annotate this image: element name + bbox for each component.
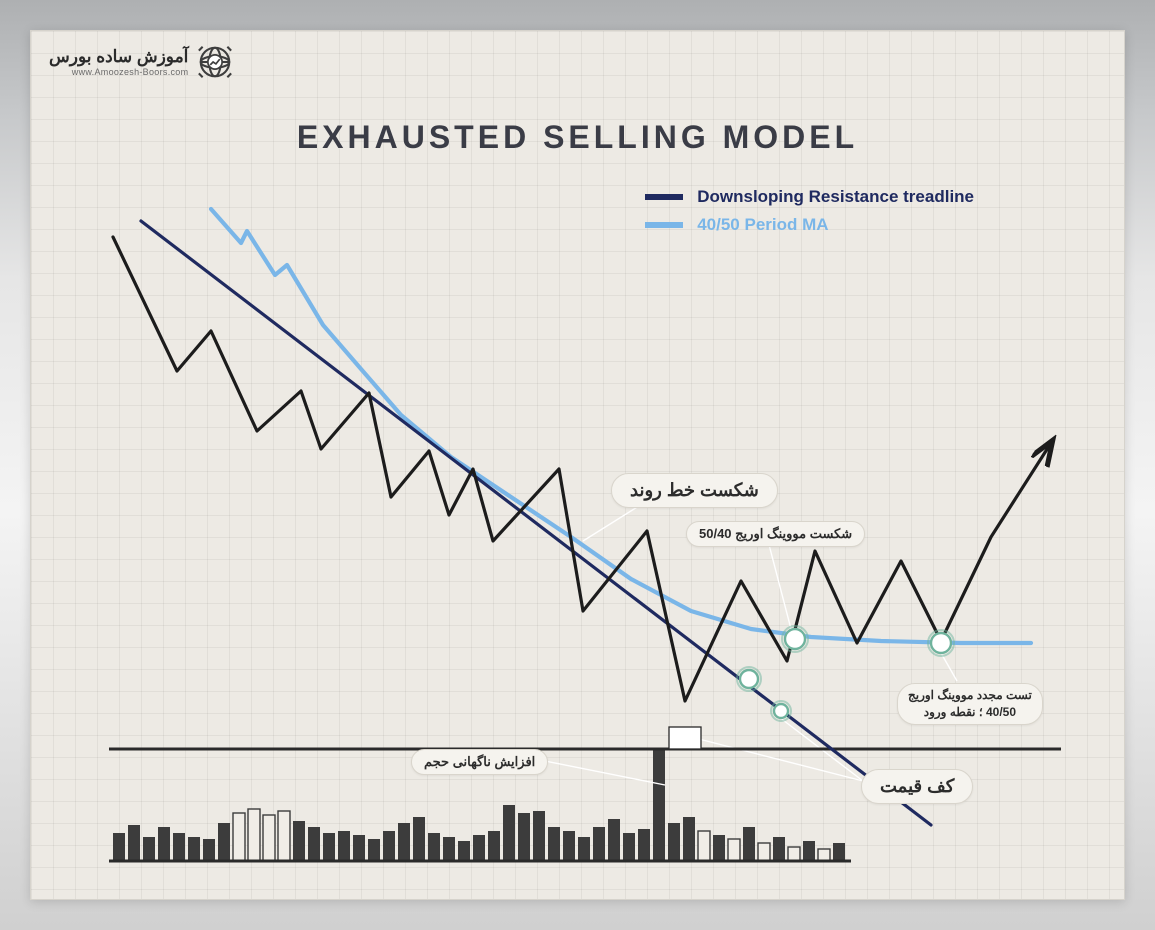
diagram-frame: آموزش ساده بورس www.Amoozesh-Boors.com E… xyxy=(30,30,1125,900)
brand-name: آموزش ساده بورس xyxy=(49,47,188,67)
chart-title: EXHAUSTED SELLING MODEL xyxy=(31,119,1124,156)
label-volume-spike: افزایش ناگهانی حجم xyxy=(411,749,548,775)
label-ma-break: شکست مووینگ اوریج 50/40 xyxy=(686,521,865,547)
brand-logo: آموزش ساده بورس www.Amoozesh-Boors.com xyxy=(49,43,234,81)
legend-swatch xyxy=(645,194,683,200)
label-trend-break: شکست خط روند xyxy=(611,473,778,508)
brand-url: www.Amoozesh-Boors.com xyxy=(49,67,188,77)
label-ma-retest: تست مجدد مووینگ اوریج40/50 ؛ نقطه ورود xyxy=(897,683,1043,725)
globe-icon xyxy=(196,43,234,81)
label-price-low: کف قیمت xyxy=(861,769,973,804)
